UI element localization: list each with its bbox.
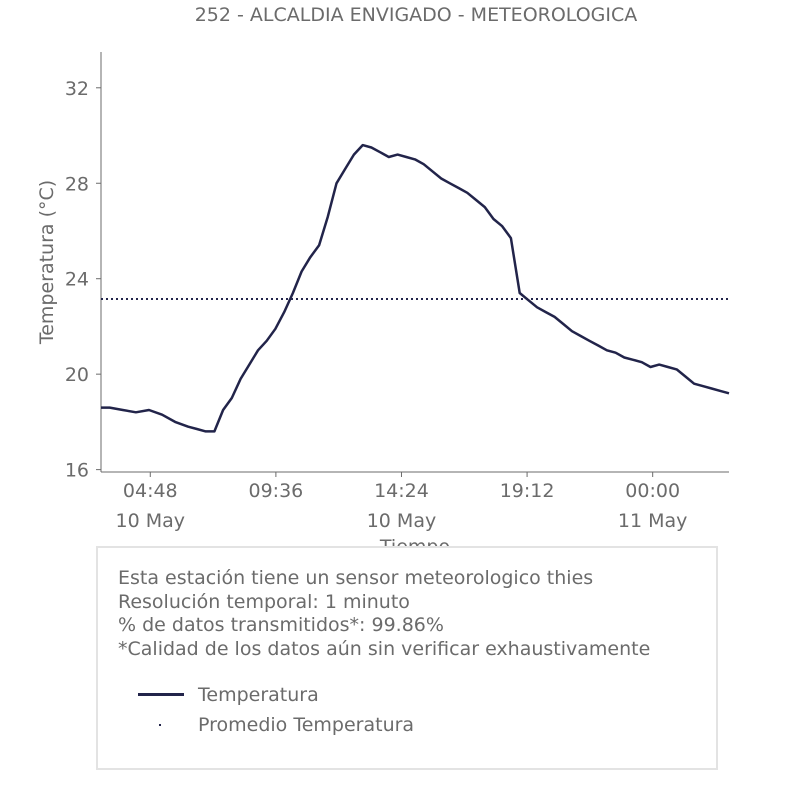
legend-item-promedio: Promedio Temperatura — [138, 710, 414, 740]
x-tick-time-label: 09:36 — [248, 480, 303, 502]
x-tick-time-label: 04:48 — [123, 480, 178, 502]
legend-label-promedio: Promedio Temperatura — [198, 714, 415, 736]
info-legend-box: Esta estación tiene un sensor meteorolog… — [96, 546, 718, 770]
info-line-sensor: Esta estación tiene un sensor meteorolog… — [118, 567, 594, 589]
legend-dotted-swatch — [138, 715, 184, 735]
info-line-transmitted: % de datos transmitidos*: 99.86% — [118, 614, 444, 636]
series-line-temperature — [101, 143, 730, 433]
x-tick-time-label: 14:24 — [374, 480, 429, 502]
legend-item-temperatura: Temperatura — [138, 680, 414, 710]
legend-label-temperatura: Temperatura — [198, 684, 319, 706]
x-tick-time-label: 19:12 — [500, 480, 555, 502]
legend-line-swatch — [138, 685, 184, 705]
info-text: Esta estación tiene un sensor meteorolog… — [118, 567, 650, 661]
x-axis-ticks: 04:48 10 May 09:36 14:24 10 May 19:12 00:00 11 … — [116, 472, 688, 532]
y-tick-label: 16 — [65, 460, 89, 482]
chart-title: 252 - ALCALDIA ENVIGADO - METEOROLOGICA — [195, 4, 638, 26]
y-axis-label: Temperatura (°C) — [36, 180, 58, 345]
x-tick-date-label: 11 May — [618, 510, 688, 532]
info-line-quality: *Calidad de los datos aún sin verificar … — [118, 637, 651, 660]
y-tick-label: 28 — [65, 173, 89, 195]
series-layer — [101, 143, 730, 433]
y-axis-ticks: 16 20 24 28 32 — [65, 78, 101, 482]
info-line-resolution: Resolución temporal: 1 minuto — [118, 590, 410, 613]
x-tick-date-label: 10 May — [116, 510, 186, 532]
y-tick-label: 32 — [65, 78, 89, 100]
y-tick-label: 24 — [65, 269, 89, 291]
x-tick-time-label: 00:00 — [625, 480, 680, 502]
legend: Temperatura Promedio Temperatura — [138, 680, 414, 740]
y-tick-label: 20 — [65, 364, 89, 386]
x-tick-date-label: 10 May — [367, 510, 437, 532]
